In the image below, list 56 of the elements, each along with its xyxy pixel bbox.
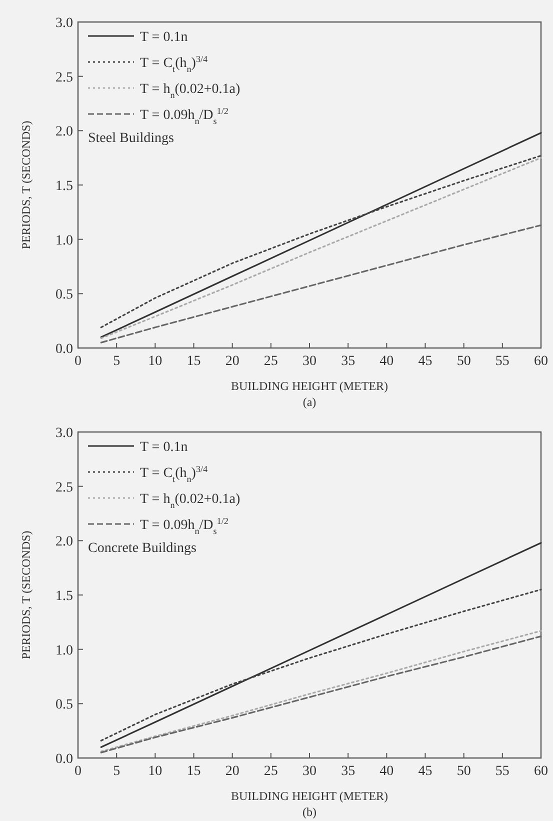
y-tick-label: 2.5 xyxy=(56,70,73,86)
x-tick-label: 25 xyxy=(264,764,278,779)
x-axis-title: BUILDING HEIGHT (METER) xyxy=(230,379,388,393)
x-tick-label: 55 xyxy=(495,354,510,369)
x-tick-label: 10 xyxy=(148,354,162,369)
x-tick-label: 30 xyxy=(302,354,316,369)
y-tick-label: 2.0 xyxy=(56,534,73,550)
legend-label: T = C$_{t}$(h$_{n}$)$^{3/4}$ xyxy=(140,54,208,74)
x-tick-label: 45 xyxy=(418,354,432,369)
x-tick-label: 30 xyxy=(302,764,316,779)
legend-label: T = 0.1n xyxy=(140,440,188,455)
y-tick-label: 0.5 xyxy=(56,288,73,303)
y-axis-title: PERIODS, T (SECONDS) xyxy=(19,120,33,250)
legend-label: T = h$_{n}$(0.02+0.1a) xyxy=(140,82,241,100)
y-tick-label: 2.0 xyxy=(56,124,73,140)
x-tick-label: 60 xyxy=(534,354,548,369)
y-tick-label: 0.0 xyxy=(56,342,73,357)
y-tick-label: 0.0 xyxy=(56,752,73,767)
text: (b) xyxy=(302,805,316,819)
x-tick-label: 50 xyxy=(456,354,471,369)
x-tick-label: 15 xyxy=(186,764,201,779)
x-tick-label: 50 xyxy=(456,764,471,779)
x-tick-label: 40 xyxy=(380,764,394,779)
legend-label: T = 0.1n xyxy=(140,30,188,45)
x-tick-label: 45 xyxy=(418,764,432,779)
y-tick-label: 1.5 xyxy=(56,589,73,604)
x-tick-label: 35 xyxy=(341,764,356,779)
x-tick-label: 40 xyxy=(380,354,394,369)
x-tick-label: 35 xyxy=(341,354,356,369)
annotation: Steel Buildings xyxy=(88,131,174,146)
legend-label: T = h$_{n}$(0.02+0.1a) xyxy=(140,492,241,510)
x-tick-label: 20 xyxy=(225,764,240,779)
x-tick-label: 0 xyxy=(74,764,82,779)
x-tick-label: 25 xyxy=(264,354,278,369)
x-tick-label: 55 xyxy=(495,764,510,779)
y-tick-label: 3.0 xyxy=(56,426,73,441)
x-tick-label: 10 xyxy=(148,764,162,779)
x-tick-label: 5 xyxy=(113,354,120,369)
x-tick-label: 20 xyxy=(225,354,240,369)
y-tick-label: 1.0 xyxy=(56,233,73,248)
legend-label: T = C$_{t}$(h$_{n}$)$^{3/4}$ xyxy=(140,464,208,484)
y-axis-title: PERIODS, T (SECONDS) xyxy=(19,530,33,660)
x-axis-title: BUILDING HEIGHT (METER) xyxy=(230,789,388,803)
y-tick-label: 1.0 xyxy=(56,643,73,658)
y-tick-label: 0.5 xyxy=(56,698,73,713)
y-tick-label: 1.5 xyxy=(56,179,73,194)
text: (a) xyxy=(302,395,316,409)
x-tick-label: 15 xyxy=(186,354,201,369)
y-tick-label: 3.0 xyxy=(56,16,73,31)
y-tick-label: 2.5 xyxy=(56,480,73,496)
x-tick-label: 60 xyxy=(534,764,548,779)
x-tick-label: 5 xyxy=(113,764,120,779)
x-tick-label: 0 xyxy=(74,354,82,369)
annotation: Concrete Buildings xyxy=(88,541,196,556)
line-series xyxy=(100,588,542,742)
line-series xyxy=(100,224,542,344)
